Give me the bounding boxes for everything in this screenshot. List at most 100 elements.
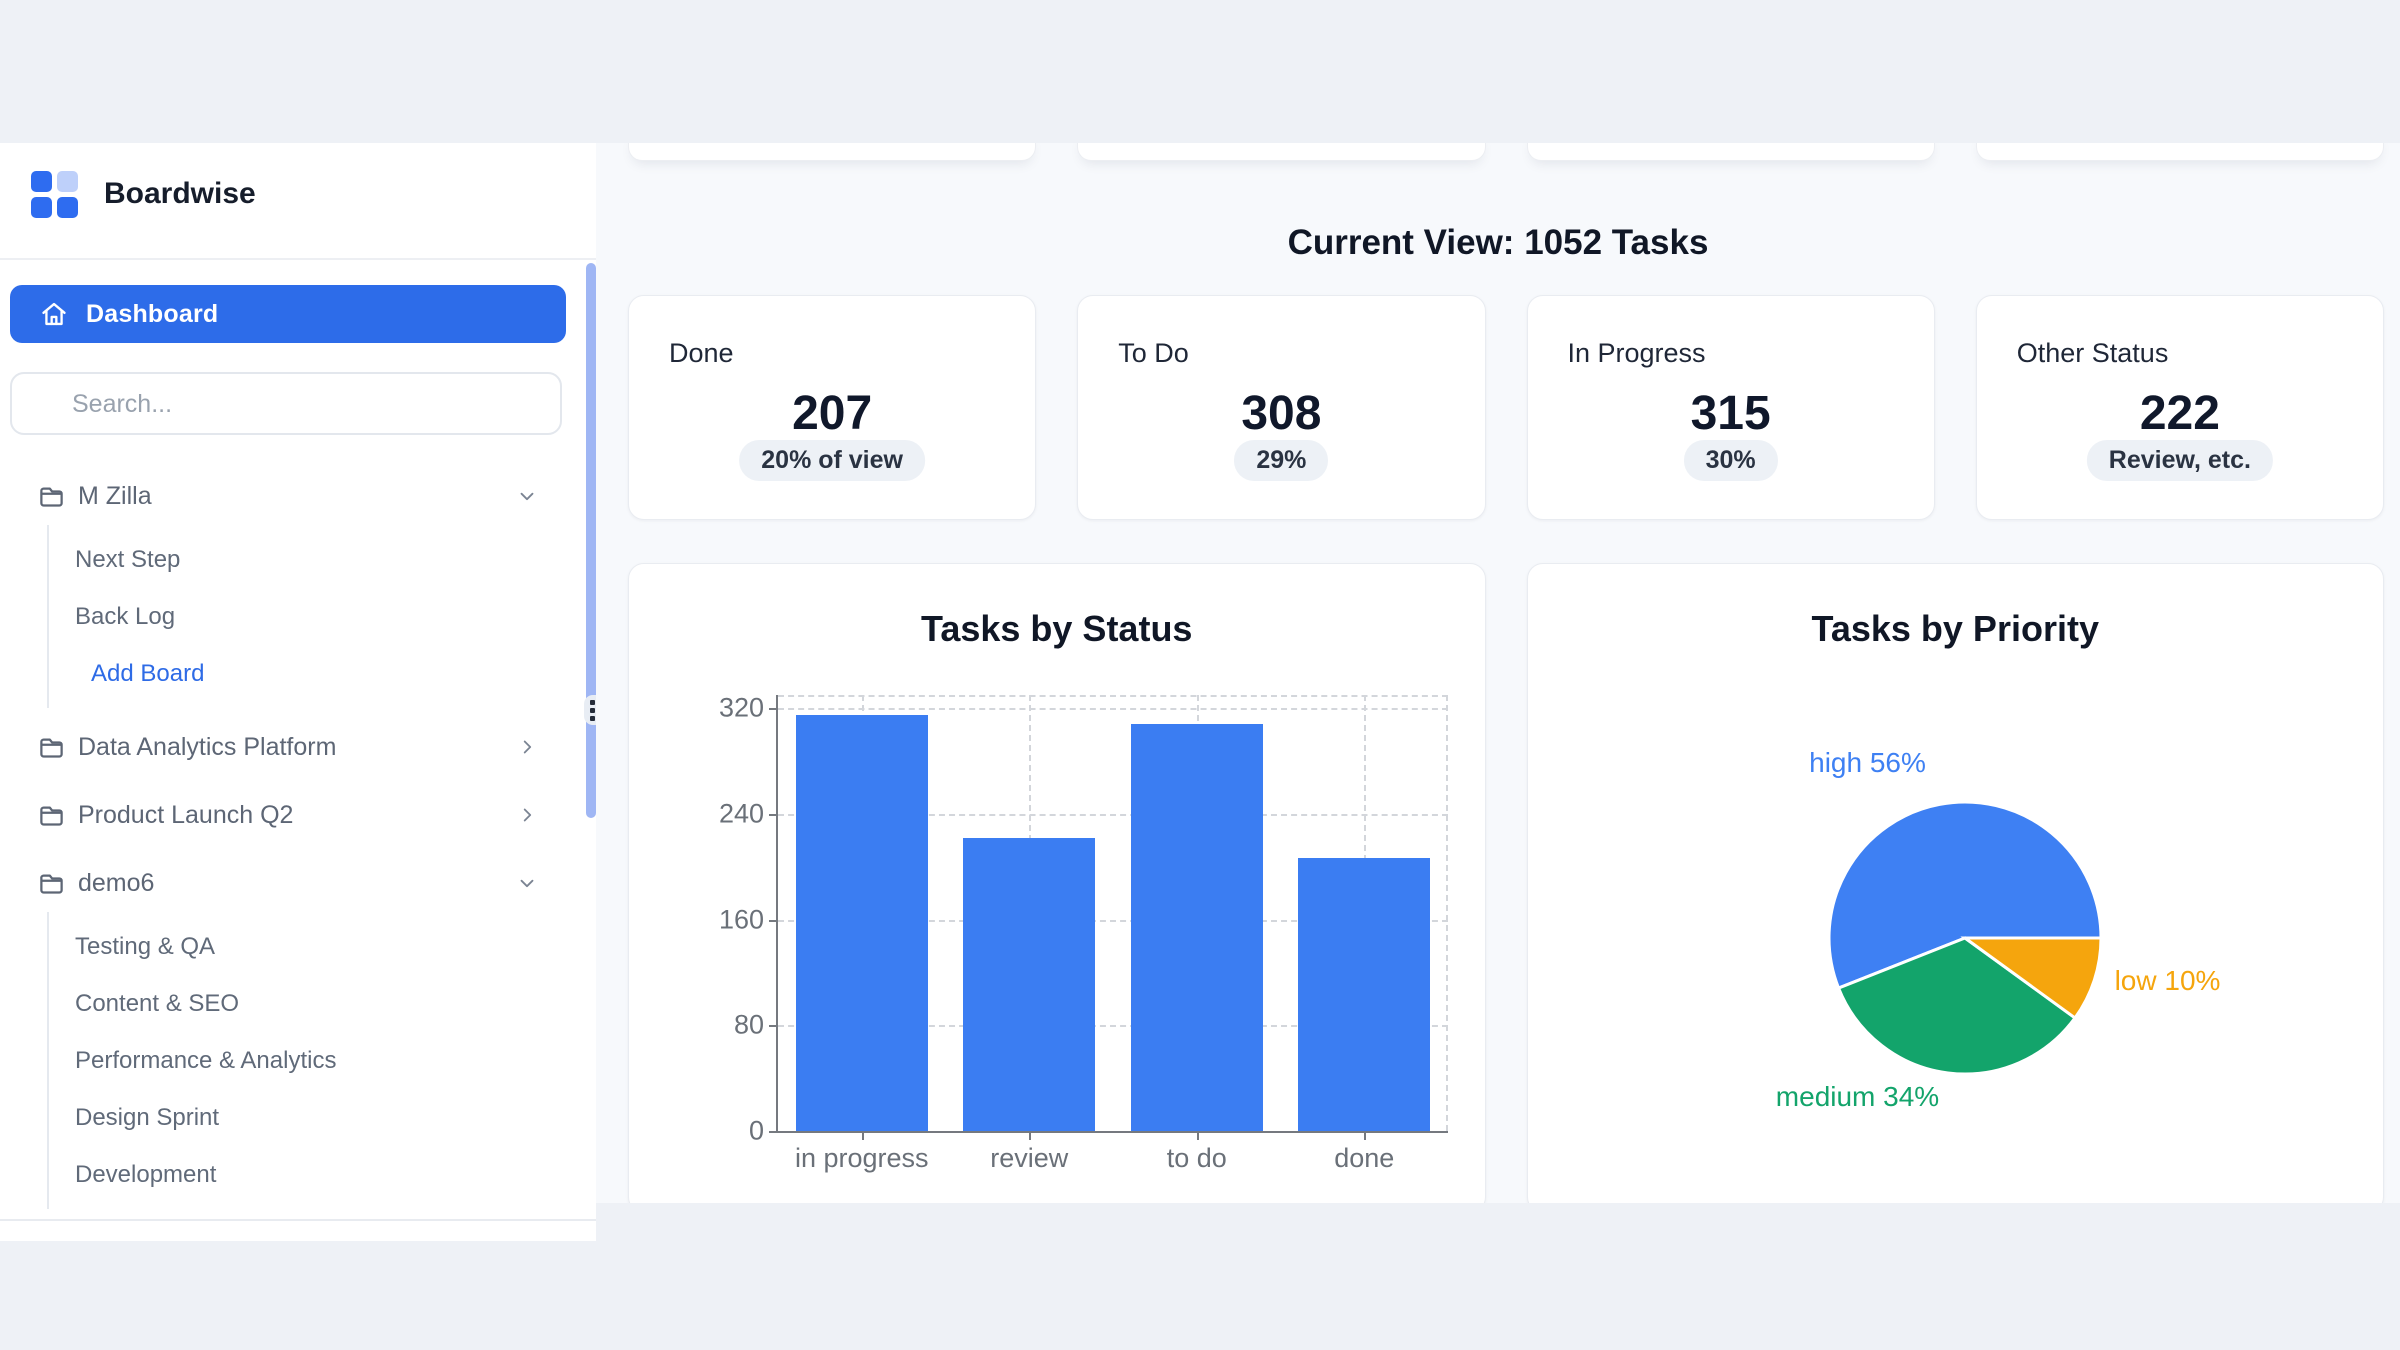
pie-chart bbox=[1827, 800, 2103, 1076]
sidebar-search bbox=[10, 372, 562, 435]
sidebar-board-item[interactable]: Performance & Analytics bbox=[49, 1032, 596, 1089]
y-tick-label: 160 bbox=[718, 904, 764, 935]
x-tick bbox=[1364, 1131, 1367, 1140]
x-tick-label: to do bbox=[1166, 1143, 1227, 1173]
bar-chart-card: Tasks by Status 0 80 160 240 320 in progress r… bbox=[628, 563, 1486, 1203]
sidebar-board-item[interactable]: Testing & QA bbox=[49, 918, 596, 975]
bar-done[interactable] bbox=[1298, 857, 1431, 1131]
board-label: Data Analytics Platform bbox=[78, 732, 337, 761]
y-tick bbox=[769, 813, 778, 816]
logo-square bbox=[57, 197, 78, 218]
bar-in-progress[interactable] bbox=[795, 714, 928, 1131]
gridline bbox=[778, 708, 1448, 711]
sidebar-board-item[interactable]: Next Step bbox=[49, 531, 596, 588]
pie-chart-card: Tasks by Priority high 56% medium 34% low … bbox=[1526, 563, 2384, 1203]
pie-chart-title: Tasks by Priority bbox=[1811, 608, 2099, 649]
sidebar-scrollbar-thumb[interactable] bbox=[586, 263, 596, 818]
sidebar-board-demo6[interactable]: demo6 bbox=[0, 854, 596, 912]
x-tick bbox=[1196, 1131, 1199, 1140]
scrolled-cards-row bbox=[628, 143, 2384, 161]
board-label: demo6 bbox=[78, 868, 155, 897]
charts-row: Tasks by Status 0 80 160 240 320 in progress r… bbox=[628, 563, 2384, 1203]
y-tick-label: 320 bbox=[718, 692, 764, 723]
stat-card-other-status: Other Status 222 Review, etc. bbox=[1975, 295, 2384, 520]
chevron-down-icon bbox=[520, 492, 534, 501]
pie-label-medium: medium 34% bbox=[1775, 1081, 1940, 1112]
sidebar-board-data-analytics-platform[interactable]: Data Analytics Platform bbox=[0, 718, 596, 776]
sidebar-bottom-divider bbox=[0, 1219, 596, 1221]
stat-value: 207 bbox=[792, 387, 873, 440]
chevron-right-icon bbox=[523, 808, 532, 822]
stat-label: In Progress bbox=[1567, 338, 1706, 368]
gridline bbox=[778, 1025, 1448, 1028]
y-tick-label: 0 bbox=[748, 1115, 764, 1146]
main-content: Current View: 1052 Tasks Done 207 20% of v… bbox=[596, 143, 2400, 1203]
board-item-label: Next Step bbox=[75, 545, 181, 573]
sidebar-board-item[interactable]: Design Sprint bbox=[49, 1089, 596, 1146]
partial-card bbox=[1077, 143, 1486, 161]
pie-label-low: low 10% bbox=[2114, 965, 2221, 996]
board-sublist: Testing & QA Content & SEO Performance & A… bbox=[47, 912, 596, 1209]
search-input[interactable] bbox=[70, 374, 524, 435]
sidebar-header: Boardwise bbox=[0, 143, 596, 260]
bar-chart-title: Tasks by Status bbox=[921, 608, 1193, 649]
pie-slice-low[interactable] bbox=[1959, 936, 2103, 1021]
y-tick bbox=[769, 919, 778, 922]
pie-slice-medium[interactable] bbox=[1836, 936, 2077, 1076]
partial-card bbox=[1526, 143, 1935, 161]
pie-label-high: high 56% bbox=[1809, 747, 1926, 778]
stat-value: 308 bbox=[1241, 387, 1322, 440]
sidebar-board-product-launch-q2[interactable]: Product Launch Q2 bbox=[0, 786, 596, 844]
x-tick-label: review bbox=[990, 1143, 1069, 1173]
boards-list: M Zilla Next Step Back Log Add Board Data An… bbox=[0, 467, 596, 1219]
chevron-right-icon bbox=[523, 740, 532, 754]
add-board-label: Add Board bbox=[91, 659, 205, 687]
bar-to-do[interactable] bbox=[1130, 724, 1263, 1131]
stat-badge: 20% of view bbox=[739, 440, 925, 481]
stat-badge: Review, etc. bbox=[2086, 440, 2273, 481]
board-label: M Zilla bbox=[78, 481, 152, 510]
board-item-label: Performance & Analytics bbox=[75, 1046, 337, 1074]
sidebar-board-item[interactable]: Content & SEO bbox=[49, 975, 596, 1032]
board-label: Product Launch Q2 bbox=[78, 800, 294, 829]
stat-badge: 29% bbox=[1234, 440, 1329, 481]
board-item-label: Back Log bbox=[75, 602, 176, 630]
partial-card bbox=[628, 143, 1037, 161]
sidebar-item-dashboard[interactable]: Dashboard bbox=[10, 285, 566, 343]
y-tick-label: 80 bbox=[733, 1009, 764, 1040]
gridline bbox=[778, 919, 1448, 922]
stat-badge: 30% bbox=[1683, 440, 1778, 481]
y-tick bbox=[769, 708, 778, 711]
stat-label: To Do bbox=[1118, 338, 1189, 368]
board-item-label: Testing & QA bbox=[75, 932, 216, 960]
sidebar-board-item[interactable]: Development bbox=[49, 1146, 596, 1203]
sidebar-board-item[interactable]: Back Log bbox=[49, 588, 596, 645]
view-heading: Current View: 1052 Tasks bbox=[1287, 223, 1709, 262]
x-tick-label: done bbox=[1334, 1143, 1395, 1173]
folder-icon bbox=[40, 874, 63, 894]
stat-label: Other Status bbox=[2016, 338, 2169, 368]
board-item-label: Content & SEO bbox=[75, 989, 240, 1017]
sidebar: Boardwise Dashboard M Zilla Next Step Back… bbox=[0, 143, 609, 1241]
gridline bbox=[778, 813, 1448, 816]
stat-value: 222 bbox=[2139, 387, 2220, 440]
boardwise-logo-icon bbox=[31, 171, 78, 218]
board-item-label: Design Sprint bbox=[75, 1103, 220, 1131]
folder-icon bbox=[40, 738, 63, 758]
folder-icon bbox=[40, 806, 63, 826]
add-board-button[interactable]: Add Board bbox=[49, 645, 596, 702]
bar-review[interactable] bbox=[963, 837, 1096, 1131]
board-item-label: Development bbox=[75, 1160, 217, 1188]
x-tick bbox=[861, 1131, 864, 1140]
stat-value: 315 bbox=[1690, 387, 1771, 440]
x-tick bbox=[1029, 1131, 1032, 1140]
stat-card-in-progress: In Progress 315 30% bbox=[1526, 295, 1935, 520]
x-tick-label: in progress bbox=[794, 1143, 929, 1173]
pie-slice-high[interactable] bbox=[1827, 800, 2103, 991]
y-tick bbox=[769, 1131, 778, 1133]
stat-card-done: Done 207 20% of view bbox=[628, 295, 1037, 520]
gridline bbox=[778, 695, 1448, 697]
sidebar-board-m-zilla[interactable]: M Zilla bbox=[0, 467, 596, 525]
home-icon bbox=[42, 302, 66, 326]
y-tick-label: 240 bbox=[718, 798, 764, 829]
